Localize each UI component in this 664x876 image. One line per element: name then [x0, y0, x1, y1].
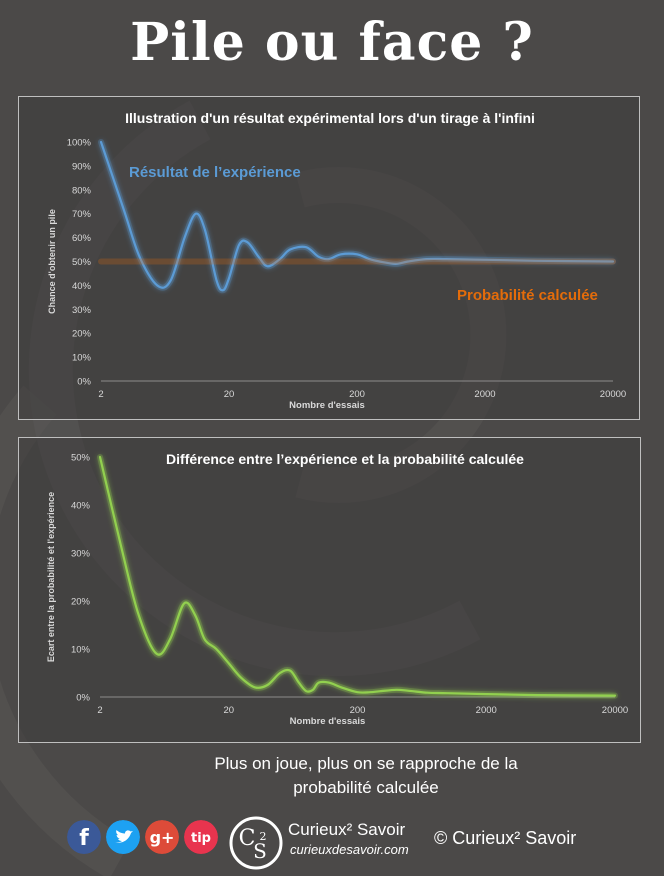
- legend-probability: Probabilité calculée: [457, 287, 598, 304]
- twitter-icon[interactable]: [106, 820, 140, 854]
- x-tick-label: 20000: [602, 705, 628, 716]
- conclusion-line-2: probabilité calculée: [293, 778, 439, 797]
- svg-text:S: S: [253, 839, 267, 863]
- chart-panel-experiment: Illustration d'un résultat expérimental …: [18, 96, 640, 420]
- y-tick-label: 50%: [72, 257, 92, 268]
- x-tick-label: 2000: [476, 705, 497, 716]
- x-axis-title: Nombre d'essais: [289, 400, 365, 411]
- chart-title: Illustration d'un résultat expérimental …: [125, 110, 535, 126]
- facebook-icon[interactable]: f: [67, 820, 101, 854]
- y-tick-label: 0%: [77, 377, 91, 388]
- x-tick-label: 2: [97, 705, 102, 716]
- svg-text:2: 2: [260, 830, 267, 843]
- y-tick-label: 50%: [71, 453, 91, 464]
- chart-difference: Différence entre l’expérience et la prob…: [46, 451, 628, 727]
- svg-text:g+: g+: [150, 828, 175, 847]
- legend-experiment: Résultat de l’expérience: [129, 164, 301, 181]
- x-tick-label: 2: [98, 389, 103, 400]
- y-tick-label: 10%: [72, 353, 92, 364]
- x-tick-label: 200: [349, 389, 365, 400]
- svg-text:C: C: [239, 826, 256, 851]
- y-tick-label: 20%: [72, 329, 92, 340]
- google-plus-icon[interactable]: g+: [145, 820, 179, 854]
- y-tick-label: 90%: [72, 161, 92, 172]
- x-tick-label: 20000: [600, 389, 626, 400]
- svg-text:tip: tip: [191, 831, 211, 846]
- brand-url[interactable]: curieuxdesavoir.com: [290, 842, 409, 857]
- y-tick-label: 20%: [71, 597, 91, 608]
- conclusion-text: Plus on joue, plus on se rapproche de la…: [0, 752, 664, 800]
- x-tick-label: 2000: [474, 389, 495, 400]
- y-tick-label: 100%: [67, 138, 92, 149]
- y-tick-label: 80%: [72, 185, 92, 196]
- y-tick-label: 30%: [71, 549, 91, 560]
- copyright: © Curieux² Savoir: [434, 828, 577, 848]
- series-line: [98, 455, 617, 697]
- y-tick-label: 70%: [72, 209, 92, 220]
- series-glow: [97, 454, 618, 699]
- y-tick-label: 40%: [71, 501, 91, 512]
- y-tick-label: 0%: [76, 693, 90, 704]
- y-axis-title: Ecart entre la probabilité et l'expérien…: [46, 492, 56, 662]
- x-tick-label: 20: [224, 389, 235, 400]
- x-axis-title: Nombre d'essais: [290, 716, 366, 727]
- curieux-savoir-logo-icon: C S 2: [229, 816, 283, 870]
- x-tick-label: 200: [350, 705, 366, 716]
- y-tick-label: 40%: [72, 281, 92, 292]
- x-tick-label: 20: [223, 705, 234, 716]
- brand-name: Curieux² Savoir: [288, 820, 406, 839]
- svg-text:f: f: [79, 826, 89, 851]
- chart-experiment: Illustration d'un résultat expérimental …: [47, 110, 626, 411]
- y-axis-title: Chance d'obtenir un pile: [47, 209, 57, 314]
- conclusion-line-1: Plus on joue, plus on se rapproche de la: [214, 754, 518, 773]
- y-tick-label: 10%: [71, 645, 91, 656]
- y-tick-label: 30%: [72, 305, 92, 316]
- y-tick-label: 60%: [72, 233, 92, 244]
- chart-panel-difference: Différence entre l’expérience et la prob…: [18, 437, 641, 743]
- tip-icon[interactable]: tip: [184, 820, 218, 854]
- chart-title: Différence entre l’expérience et la prob…: [166, 451, 524, 467]
- page-title: Pile ou face ?: [130, 12, 534, 73]
